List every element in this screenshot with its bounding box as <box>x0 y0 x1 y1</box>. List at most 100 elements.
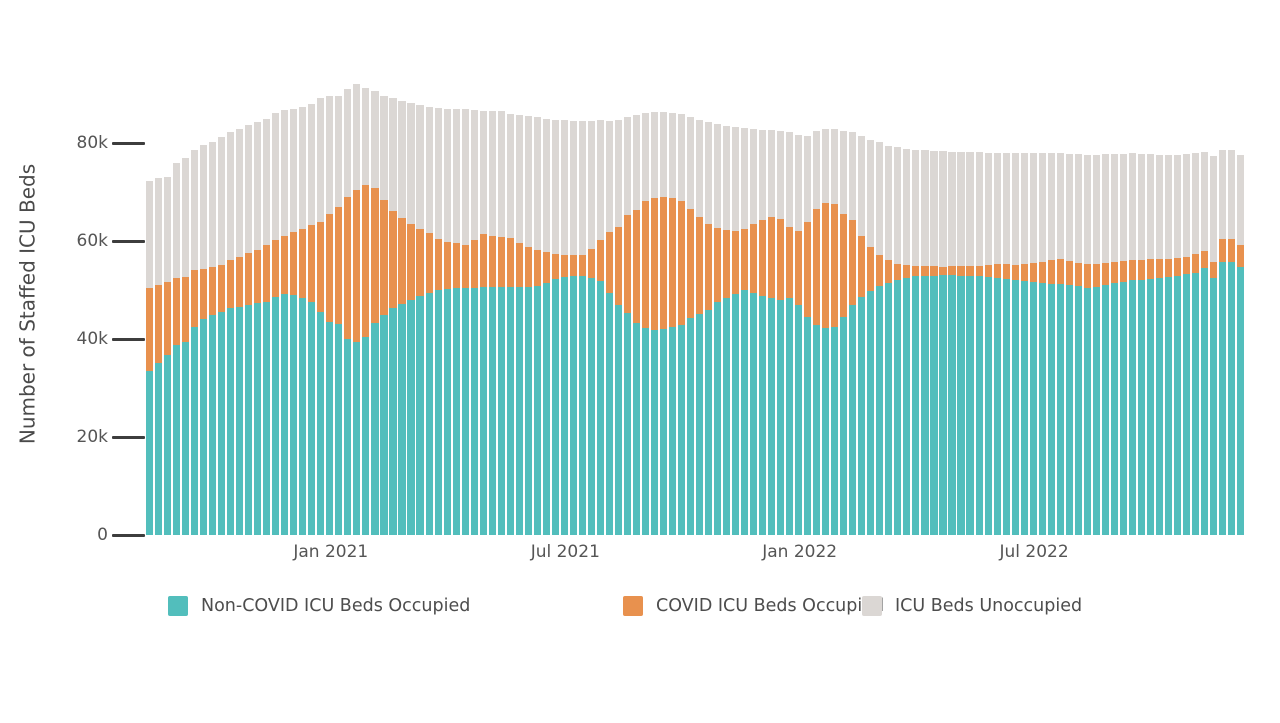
bar-segment-covid <box>921 265 929 276</box>
bar-segment-unoccupied <box>885 145 893 260</box>
bar-segment-non-covid <box>741 290 749 535</box>
bar-segment-unoccupied <box>1236 154 1245 246</box>
bar-segment-covid <box>263 245 271 302</box>
bar <box>551 60 559 535</box>
bar <box>443 60 451 535</box>
bar-segment-covid <box>605 231 613 294</box>
bar <box>984 60 992 535</box>
legend-item-unoccupied[interactable]: ICU Beds Unoccupied <box>862 596 1082 616</box>
bar-segment-unoccupied <box>461 109 469 246</box>
bar-segment-unoccupied <box>560 119 568 255</box>
bar-segment-covid <box>452 242 460 289</box>
bar-segment-non-covid <box>281 293 289 535</box>
bar-segment-unoccupied <box>1092 154 1100 265</box>
bar-segment-non-covid <box>632 323 640 535</box>
bar-segment-covid <box>443 241 451 289</box>
bar-segment-covid <box>1200 251 1209 269</box>
bar-segment-covid <box>632 210 640 324</box>
bar-segment-unoccupied <box>200 145 208 269</box>
bar-segment-covid <box>677 200 686 325</box>
bar-segment-covid <box>371 188 379 323</box>
bar-segment-covid <box>804 221 812 318</box>
bar-segment-unoccupied <box>371 91 379 189</box>
bar <box>452 60 460 535</box>
bar <box>164 60 172 535</box>
bar-segment-unoccupied <box>524 116 532 248</box>
bar-segment-unoccupied <box>434 108 442 239</box>
bar <box>759 60 767 535</box>
bar <box>777 60 785 535</box>
non-covid-swatch-icon <box>168 596 188 616</box>
bar-segment-unoccupied <box>542 118 550 253</box>
bar-segment-covid <box>533 250 541 286</box>
bar <box>1029 60 1037 535</box>
bar-segment-covid <box>587 248 595 278</box>
bar-segment-non-covid <box>308 302 316 535</box>
bar-segment-unoccupied <box>398 100 406 218</box>
bar <box>623 60 631 535</box>
bar <box>1065 60 1073 535</box>
bar <box>425 60 433 535</box>
bar-segment-unoccupied <box>957 152 965 267</box>
bar-segment-non-covid <box>506 286 514 535</box>
bar-segment-covid <box>344 197 352 340</box>
bar-segment-covid <box>191 270 199 327</box>
bar-segment-covid <box>470 240 478 288</box>
bar-segment-non-covid <box>984 276 992 535</box>
bar-segment-non-covid <box>623 313 631 535</box>
bar <box>795 60 803 535</box>
bar-segment-non-covid <box>867 291 875 535</box>
bar-segment-non-covid <box>560 276 568 535</box>
bar <box>1200 60 1209 535</box>
bar-segment-non-covid <box>696 313 704 535</box>
bar-segment-unoccupied <box>1047 153 1055 260</box>
bar-segment-non-covid <box>759 296 767 535</box>
bar-segment-covid <box>993 264 1001 278</box>
bar-segment-unoccupied <box>1029 153 1037 263</box>
bar-segment-non-covid <box>786 297 794 535</box>
bar-segment-covid <box>1020 263 1028 281</box>
bar-segment-unoccupied <box>488 111 496 236</box>
bar-segment-non-covid <box>1182 274 1190 535</box>
bar-segment-covid <box>182 276 190 342</box>
bar-segment-covid <box>380 199 388 315</box>
bar <box>867 60 875 535</box>
bar-segment-covid <box>912 265 920 277</box>
bar <box>1020 60 1028 535</box>
bar-segment-non-covid <box>1020 280 1028 535</box>
bar <box>966 60 974 535</box>
bar-segment-unoccupied <box>1074 154 1082 263</box>
bar <box>236 60 244 535</box>
bar-segment-covid <box>696 217 704 314</box>
bar-segment-non-covid <box>912 276 920 535</box>
bar-segment-non-covid <box>254 303 262 535</box>
bar-segment-unoccupied <box>686 116 695 209</box>
bar-segment-unoccupied <box>416 105 424 229</box>
bar-segment-covid <box>317 221 325 313</box>
bar <box>912 60 920 535</box>
bar <box>209 60 217 535</box>
legend-item-non-covid[interactable]: Non-COVID ICU Beds Occupied <box>168 596 470 616</box>
bar <box>957 60 965 535</box>
bar-segment-unoccupied <box>822 128 830 203</box>
bar <box>155 60 163 535</box>
bar-segment-non-covid <box>461 288 469 535</box>
bar-segment-unoccupied <box>786 132 794 227</box>
bar <box>398 60 406 535</box>
bar-segment-unoccupied <box>209 141 217 267</box>
bar <box>822 60 830 535</box>
bar-segment-unoccupied <box>696 119 704 218</box>
bar-segment-covid <box>416 228 424 297</box>
legend-item-covid[interactable]: COVID ICU Beds Occupied <box>623 596 884 616</box>
bar-segment-non-covid <box>614 304 622 535</box>
bar-segment-covid <box>1137 259 1145 280</box>
bar-segment-covid <box>1155 259 1163 279</box>
bar <box>750 60 758 535</box>
bar-segment-non-covid <box>858 296 866 535</box>
bar-segment-covid <box>1191 254 1199 273</box>
legend-label: COVID ICU Beds Occupied <box>656 596 885 616</box>
bar-segment-covid <box>434 238 442 290</box>
bar-segment-covid <box>1164 258 1172 278</box>
bar-segment-covid <box>389 211 397 309</box>
plot-area[interactable] <box>146 60 1246 535</box>
